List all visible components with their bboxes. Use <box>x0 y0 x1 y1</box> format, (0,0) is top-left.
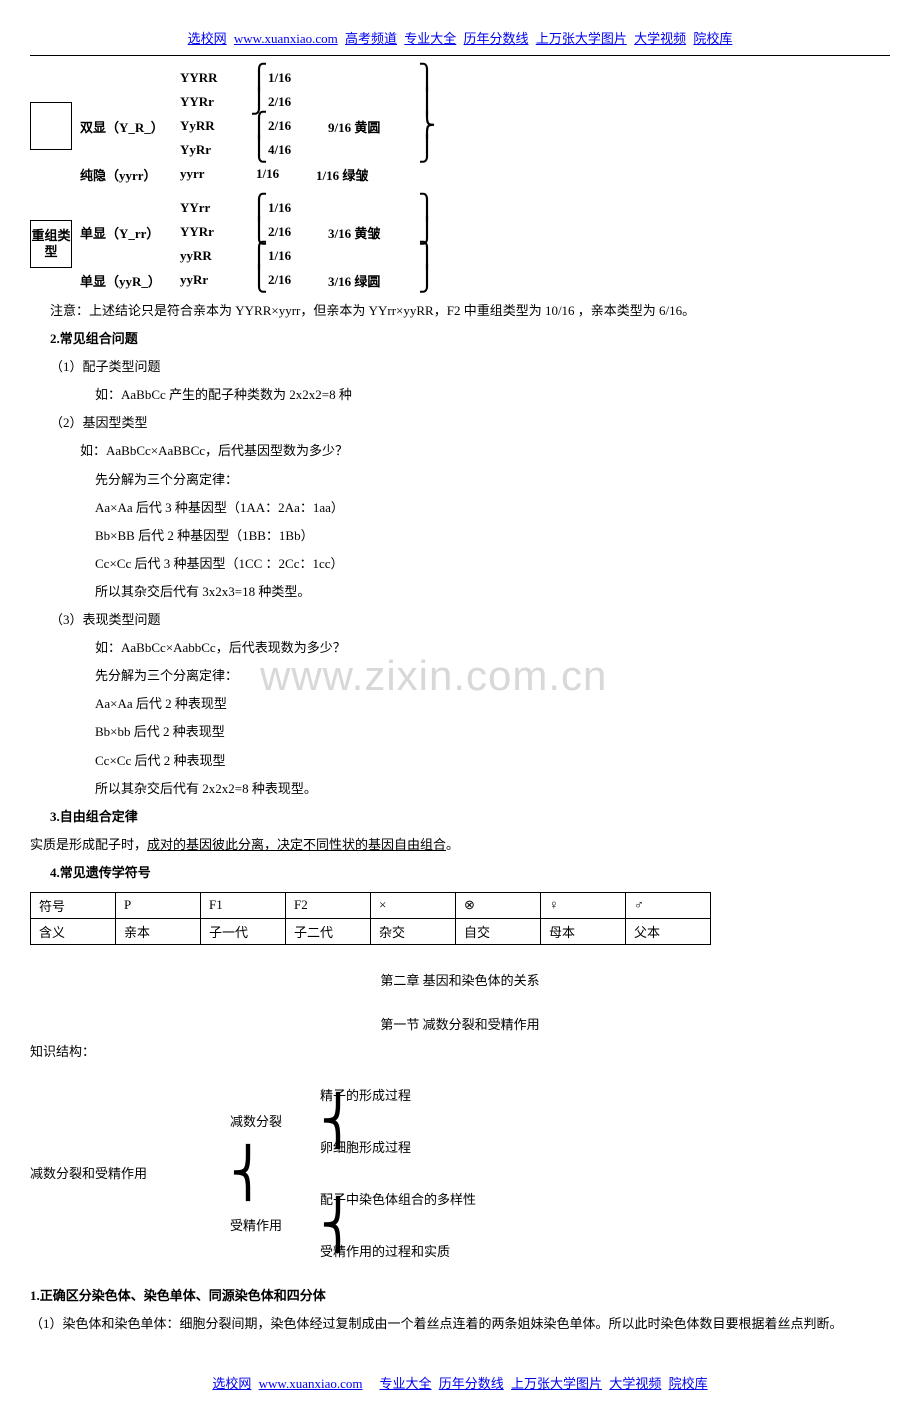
knowledge-label: 知识结构： <box>30 1041 890 1063</box>
q1-body: 如：AaBbCc 产生的配子种类数为 2x2x2=8 种 <box>95 384 890 406</box>
q2-l1: 如：AaBbCc×AaBBCc，后代基因型数为多少？ <box>80 440 890 462</box>
note-text: 注意：上述结论只是符合亲本为 YYRR×yyrr，但亲本为 YYrr×yyRR，… <box>50 300 890 322</box>
link-h4[interactable]: 大学视频 <box>634 31 686 46</box>
sec3-body: 实质是形成配子时，成对的基因彼此分离，决定不同性状的基因自由组合。 <box>30 834 890 856</box>
table-row: 符号PF1F2×⊗♀♂ <box>31 892 711 918</box>
chapter-title: 第二章 基因和染色体的关系 <box>30 970 890 989</box>
box-recomb: 重组类型 <box>30 220 72 268</box>
q3-l6: 所以其杂交后代有 2x2x2=8 种表现型。 <box>95 778 890 800</box>
q2-l4: Bb×BB 后代 2 种基因型（1BB：1Bb） <box>95 525 890 547</box>
sec4-title: 4.常见遗传学符号 <box>50 862 890 884</box>
q3-l3: Aa×Aa 后代 2 种表现型 <box>95 693 890 715</box>
q2-l3: Aa×Aa 后代 3 种基因型（1AA：2Aa：1aa） <box>95 497 890 519</box>
q3-head: （3）表现类型问题 <box>50 609 890 631</box>
table-row: 含义亲本子一代子二代杂交自交母本父本 <box>31 918 711 944</box>
link-fsitename[interactable]: 选校网 <box>212 1376 251 1391</box>
q2-l6: 所以其杂交后代有 3x2x3=18 种类型。 <box>95 581 890 603</box>
link-fsiteurl[interactable]: www.xuanxiao.com <box>259 1376 363 1391</box>
q2-l2: 先分解为三个分离定律： <box>95 469 890 491</box>
q2-head: （2）基因型类型 <box>50 412 890 434</box>
link-h0[interactable]: 高考频道 <box>345 31 397 46</box>
q3-l1: 如：AaBbCc×AabbCc，后代表现数为多少？ <box>95 637 890 659</box>
q3-l5: Cc×Cc 后代 2 种表现型 <box>95 750 890 772</box>
symbols-table: 符号PF1F2×⊗♀♂ 含义亲本子一代子二代杂交自交母本父本 <box>30 892 711 945</box>
q1-head: （1）配子类型问题 <box>50 356 890 378</box>
link-sitename[interactable]: 选校网 <box>188 31 227 46</box>
q3-l4: Bb×bb 后代 2 种表现型 <box>95 721 890 743</box>
sec3-title: 3.自由组合定律 <box>50 806 890 828</box>
link-f0[interactable]: 专业大全 <box>380 1376 432 1391</box>
footer-links: 选校网 www.xuanxiao.com 专业大全 历年分数线 上万张大学图片 … <box>30 1365 890 1400</box>
link-f1[interactable]: 历年分数线 <box>439 1376 504 1391</box>
sec-bottom-title: 1.正确区分染色体、染色单体、同源染色体和四分体 <box>30 1285 890 1307</box>
genetics-breakdown: YYRR⎧1/16⎫ YYRr⎭2/16⎪ 双显（Y_R_）YyRR⎧2/169… <box>30 66 890 292</box>
knowledge-tree: 精子的形成过程 减数分裂⎨ 卵细胞形成过程 减数分裂和受精作用⎨ 配子中染色体组… <box>30 1083 890 1265</box>
link-siteurl[interactable]: www.xuanxiao.com <box>234 31 338 46</box>
link-f4[interactable]: 院校库 <box>669 1376 708 1391</box>
header-links: 选校网 www.xuanxiao.com 高考频道 专业大全 历年分数线 上万张… <box>30 20 890 56</box>
q3-l2: 先分解为三个分离定律： <box>95 665 890 687</box>
link-f3[interactable]: 大学视频 <box>609 1376 661 1391</box>
q2-l5: Cc×Cc 后代 3 种基因型（1CC ：2Cc：1cc） <box>95 553 890 575</box>
link-h5[interactable]: 院校库 <box>693 31 732 46</box>
link-h1[interactable]: 专业大全 <box>404 31 456 46</box>
link-h3[interactable]: 上万张大学图片 <box>536 31 627 46</box>
chapter-section: 第一节 减数分裂和受精作用 <box>30 1014 890 1033</box>
link-h2[interactable]: 历年分数线 <box>464 31 529 46</box>
box-empty <box>30 102 72 150</box>
sec-bottom-body: （1）染色体和染色单体：细胞分裂间期，染色体经过复制成由一个着丝点连着的两条姐妹… <box>30 1313 890 1335</box>
sec2-title: 2.常见组合问题 <box>50 328 890 350</box>
link-f2[interactable]: 上万张大学图片 <box>511 1376 602 1391</box>
